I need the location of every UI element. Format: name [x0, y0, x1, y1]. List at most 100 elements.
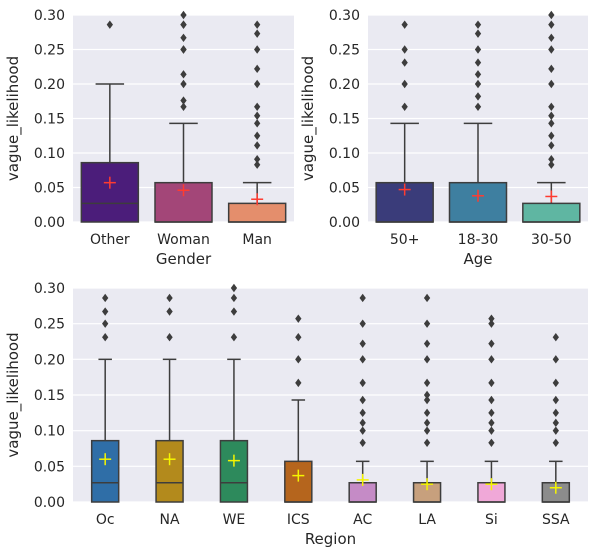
outlier-point — [180, 102, 187, 111]
box-18-30 — [448, 20, 508, 223]
outlier-point — [230, 283, 238, 293]
outlier-point — [254, 102, 261, 111]
outlier-point — [488, 378, 495, 388]
x-tick-label: NA — [160, 512, 180, 528]
outlier-point — [548, 20, 555, 29]
x-tick-label: 50+ — [390, 232, 420, 248]
outlier-point — [548, 155, 555, 164]
outlier-point — [423, 395, 431, 405]
box-body — [522, 202, 581, 223]
box-body — [375, 181, 434, 223]
box-woman — [154, 10, 213, 223]
outlier-point — [474, 20, 482, 29]
outlier-point — [552, 333, 559, 342]
outlier-point — [423, 293, 431, 303]
y-tick-label: 0.30 — [34, 8, 65, 24]
outlier-point — [488, 314, 495, 323]
outlier-point — [548, 160, 555, 169]
outlier-point — [102, 333, 109, 342]
x-axis-label: Age — [463, 250, 492, 268]
y-tick-label: 0.10 — [34, 146, 65, 162]
outlier-point — [180, 96, 187, 105]
outlier-point — [359, 319, 366, 328]
outlier-point — [254, 29, 261, 38]
outlier-point — [488, 395, 495, 405]
outlier-point — [423, 408, 431, 418]
box-body — [155, 439, 184, 503]
outlier-point — [401, 79, 408, 89]
chart-panel-region: 0.00 0.05 0.10 0.15 0.20 0.25 0.30 vague_likeli… — [4, 281, 588, 548]
outlier-point — [166, 307, 173, 316]
outlier-point — [548, 119, 555, 128]
outlier-point — [254, 155, 261, 164]
outlier-point — [359, 293, 366, 303]
y-axis-label: vague_likelihood — [4, 332, 23, 457]
outlier-point — [548, 141, 555, 150]
outlier-point — [474, 79, 482, 89]
y-tick-label: 0.25 — [34, 317, 65, 333]
y-tick-label: 0.15 — [329, 112, 360, 128]
y-tick-label: 0.00 — [34, 495, 65, 511]
outlier-point — [488, 426, 495, 435]
y-tick-label: 0.30 — [34, 281, 65, 297]
outlier-point — [254, 119, 261, 128]
x-tick-label: AC — [353, 512, 372, 528]
outlier-point — [488, 418, 495, 428]
box-body — [448, 181, 508, 223]
box-la — [412, 293, 442, 503]
outlier-point — [423, 438, 431, 447]
outlier-point — [166, 293, 173, 303]
x-tick-label: Si — [485, 512, 498, 528]
y-tick-label: 0.05 — [34, 459, 65, 475]
outlier-point — [423, 319, 431, 328]
y-tick-label: 0.05 — [329, 181, 360, 197]
y-tick-label: 0.00 — [34, 215, 65, 231]
outlier-point — [180, 20, 187, 29]
outlier-point — [488, 408, 495, 418]
outlier-point — [254, 20, 261, 29]
outlier-point — [423, 390, 431, 400]
box-50+ — [375, 20, 434, 223]
outlier-point — [552, 355, 559, 364]
box-other — [80, 20, 140, 223]
y-tick-label: 0.10 — [34, 424, 65, 440]
outlier-point — [106, 20, 113, 29]
outlier-point — [295, 355, 302, 364]
outlier-point — [254, 79, 261, 89]
outlier-point — [254, 141, 261, 150]
outlier-point — [180, 70, 187, 79]
outlier-point — [102, 307, 109, 316]
y-tick-label: 0.15 — [34, 112, 65, 128]
outlier-point — [488, 339, 495, 348]
outlier-point — [423, 378, 431, 388]
y-tick-label: 0.00 — [329, 215, 360, 231]
outlier-point — [180, 33, 187, 42]
y-tick-label: 0.25 — [329, 43, 360, 59]
outlier-point — [548, 102, 555, 111]
y-tick-label: 0.25 — [34, 43, 65, 59]
box-oc — [90, 293, 120, 503]
outlier-point — [552, 426, 559, 435]
outlier-point — [359, 339, 366, 348]
x-axis-label: Region — [305, 530, 356, 548]
y-tick-label: 0.15 — [34, 388, 65, 404]
y-tick-label: 0.05 — [34, 181, 65, 197]
outlier-point — [359, 438, 366, 447]
box-na — [155, 293, 184, 503]
box-si — [477, 314, 506, 503]
x-axis-label: Gender — [156, 250, 212, 268]
chart-panel-gender: 0.00 0.05 0.10 0.15 0.20 0.25 0.30 vague_likeli… — [4, 8, 294, 268]
outlier-point — [359, 355, 366, 364]
outlier-point — [474, 58, 482, 67]
box-body — [219, 439, 249, 503]
outlier-point — [423, 339, 431, 348]
outlier-point — [488, 438, 495, 447]
outlier-point — [254, 45, 261, 54]
outlier-point — [359, 395, 366, 405]
outlier-point — [423, 418, 431, 428]
outlier-point — [359, 418, 366, 428]
outlier-point — [230, 293, 238, 303]
outlier-point — [359, 426, 366, 435]
outlier-point — [102, 319, 109, 328]
